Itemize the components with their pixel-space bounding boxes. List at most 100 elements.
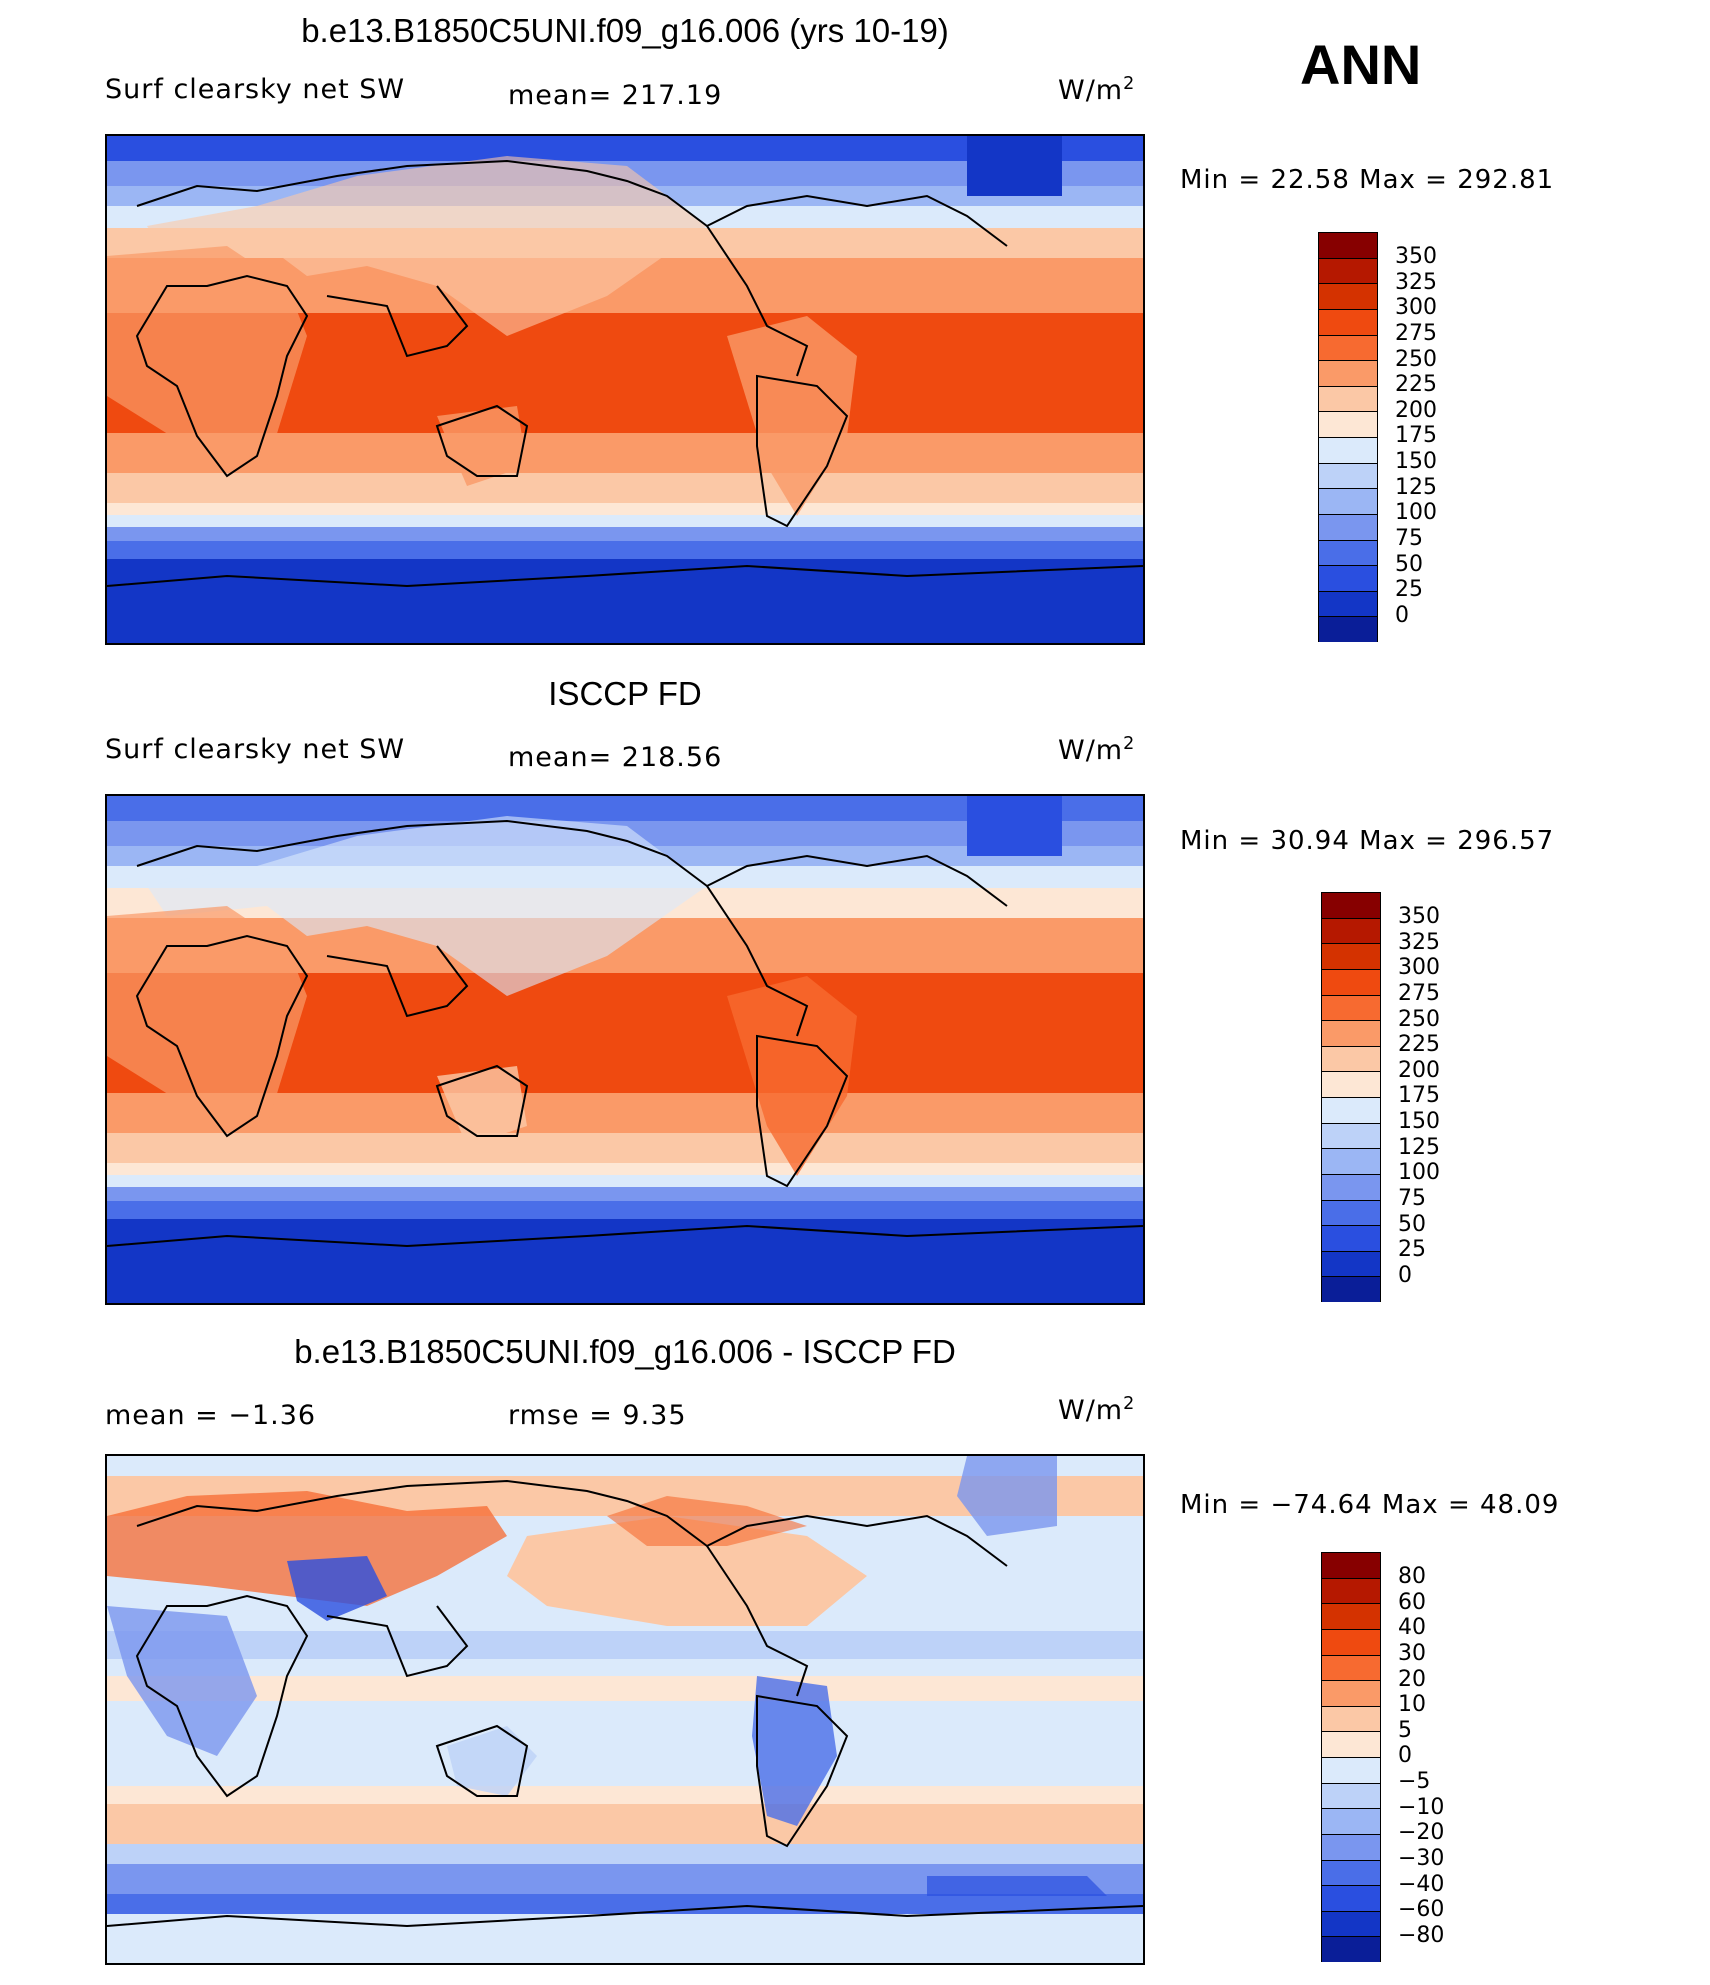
colorbar-swatch [1322,1937,1380,1962]
colorbar-swatch [1322,1021,1380,1047]
colorbar-swatch [1322,1834,1380,1861]
colorbar-swatch [1319,566,1377,592]
colorbar-swatch [1319,233,1377,259]
colorbar-tick-label: 5 [1398,1717,1412,1743]
colorbar-tick-label: 20 [1398,1666,1426,1692]
colorbar-tick-label: 275 [1395,320,1437,346]
colorbar-swatch [1322,1629,1380,1656]
colorbar-tick-label: 200 [1395,397,1437,423]
colorbar-tick-label: 250 [1395,346,1437,372]
colorbar-tick-label: 75 [1395,525,1423,551]
colorbar-swatch [1322,1226,1380,1252]
colorbar-tick-label: 25 [1395,577,1423,603]
panel-1-map [105,134,1145,645]
colorbar-tick-label: 100 [1395,500,1437,526]
colorbar-tick-label: 275 [1398,980,1440,1006]
panel-2-units: W/m2 [1058,734,1136,766]
colorbar-tick-label: 0 [1398,1743,1412,1769]
panel-2-title: ISCCP FD [548,675,702,712]
panel-1-units: W/m2 [1058,74,1136,106]
panel-1-min-max: Min = 22.58 Max = 292.81 [1180,165,1555,195]
colorbar-tick-label: 50 [1395,551,1423,577]
colorbar-swatch [1322,1732,1380,1758]
panel-2-colorbar-swatches [1321,892,1381,1302]
colorbar-tick-label: 300 [1395,295,1437,321]
colorbar-swatch [1322,1098,1380,1124]
colorbar-swatch [1319,361,1377,387]
panel-2-variable-label: Surf clearsky net SW [105,734,406,765]
colorbar-swatch [1322,944,1380,970]
panel-3-map [105,1454,1145,1965]
colorbar-swatch [1322,995,1380,1022]
panel-3-colorbar [1321,1552,1381,1962]
colorbar-tick-label: 10 [1398,1692,1426,1718]
colorbar-swatch [1319,335,1377,362]
colorbar-swatch [1319,463,1377,490]
panel-1-title: b.e13.B1850C5UNI.f09_g16.006 (yrs 10-19) [301,12,949,49]
colorbar-tick-label: −80 [1398,1922,1445,1948]
panel-3-title: b.e13.B1850C5UNI.f09_g16.006 - ISCCP FD [294,1333,956,1370]
colorbar-tick-label: 50 [1398,1211,1426,1237]
colorbar-tick-label: 0 [1395,602,1409,628]
colorbar-swatch [1322,1911,1380,1938]
colorbar-swatch [1319,412,1377,438]
panel-2-mean-label: mean= 218.56 [508,742,723,773]
colorbar-swatch [1319,591,1377,618]
colorbar-tick-label: −30 [1398,1845,1445,1871]
colorbar-tick-label: −20 [1398,1820,1445,1846]
colorbar-tick-label: 175 [1398,1083,1440,1109]
colorbar-swatch [1322,1149,1380,1175]
colorbar-swatch [1319,284,1377,310]
panel-1-mean-label: mean= 217.19 [508,80,723,111]
panel-3-units: W/m2 [1058,1394,1136,1426]
colorbar-tick-label: 350 [1395,244,1437,269]
colorbar-tick-label: −10 [1398,1794,1445,1820]
colorbar-swatch [1322,1681,1380,1707]
colorbar-tick-label: 125 [1398,1134,1440,1160]
colorbar-tick-label: 40 [1398,1615,1426,1641]
colorbar-swatch [1319,386,1377,413]
colorbar-swatch [1322,1886,1380,1912]
colorbar-tick-label: 30 [1398,1640,1426,1666]
panel-3-min-max: Min = −74.64 Max = 48.09 [1180,1490,1560,1520]
panel-2-min-max: Min = 30.94 Max = 296.57 [1180,826,1555,856]
colorbar-tick-label: 225 [1398,1032,1440,1058]
colorbar-tick-label: 325 [1395,269,1437,295]
panel-1-variable-label: Surf clearsky net SW [105,74,406,105]
colorbar-tick-label: −60 [1398,1897,1445,1923]
panel-3-mean-label: mean = −1.36 [105,1400,317,1431]
colorbar-swatch [1322,1604,1380,1630]
colorbar-tick-label: 125 [1395,474,1437,500]
colorbar-swatch [1322,1251,1380,1278]
colorbar-swatch [1322,1046,1380,1073]
colorbar-tick-label: 150 [1395,449,1437,474]
colorbar-swatch [1322,1860,1380,1887]
colorbar-swatch [1319,489,1377,515]
panel-3-rmse-label: rmse = 9.35 [508,1400,687,1431]
colorbar-swatch [1319,514,1377,541]
colorbar-tick-label: 75 [1398,1185,1426,1211]
panel-1-colorbar [1318,232,1378,642]
colorbar-tick-label: 300 [1398,955,1440,981]
colorbar-swatch [1322,1655,1380,1682]
panel-2-colorbar [1321,892,1381,1302]
colorbar-swatch [1319,309,1377,336]
panel-3-colorbar-swatches [1321,1552,1381,1962]
colorbar-tick-label: 80 [1398,1564,1426,1589]
colorbar-swatch [1322,1758,1380,1784]
colorbar-tick-label: 350 [1398,904,1440,929]
panel-2-map [105,794,1145,1305]
colorbar-tick-label: 175 [1395,423,1437,449]
colorbar-swatch [1319,617,1377,642]
colorbar-tick-label: 0 [1398,1262,1412,1288]
colorbar-swatch [1319,258,1377,285]
colorbar-tick-label: 100 [1398,1160,1440,1186]
colorbar-tick-label: 250 [1398,1006,1440,1032]
colorbar-swatch [1322,969,1380,996]
colorbar-swatch [1319,540,1377,567]
colorbar-tick-label: 150 [1398,1109,1440,1134]
colorbar-swatch [1322,918,1380,945]
colorbar-tick-label: −40 [1398,1871,1445,1897]
season-label: ANN [1300,33,1422,96]
colorbar-tick-label: 200 [1398,1057,1440,1083]
